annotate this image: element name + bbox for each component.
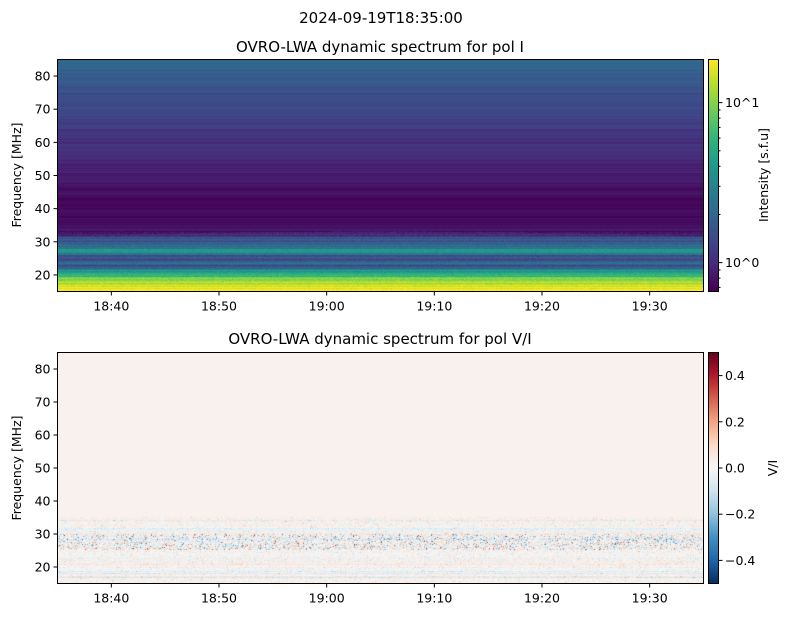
pol-i-ylabel: Frequency [MHz] bbox=[9, 122, 24, 227]
pol-vi-ytick-label: 20 bbox=[35, 560, 51, 575]
pol-i-ytick-label: 20 bbox=[35, 267, 51, 282]
pol-vi-xtick-label: 19:20 bbox=[524, 591, 560, 606]
pol-i-ytick-label: 80 bbox=[35, 69, 51, 84]
pol-i-ytick-label: 50 bbox=[35, 168, 51, 183]
pol-i-xtick-label: 19:00 bbox=[309, 299, 345, 314]
pol-i-ytick-label: 60 bbox=[35, 135, 51, 150]
pol-vi-ylabel: Frequency [MHz] bbox=[9, 415, 24, 520]
pol-i-spectrogram bbox=[57, 59, 703, 291]
pol-vi-colorbar-frame bbox=[708, 352, 719, 584]
pol-i-ytick-label: 30 bbox=[35, 234, 51, 249]
pol-i-xtick-label: 19:10 bbox=[416, 299, 452, 314]
pol-i-xtick-label: 18:50 bbox=[201, 299, 237, 314]
pol-vi-xtick-label: 18:40 bbox=[93, 591, 129, 606]
pol-vi-title: OVRO-LWA dynamic spectrum for pol V/I bbox=[228, 330, 531, 348]
pol-i-axes-frame bbox=[57, 59, 704, 292]
pol-vi-colorbar bbox=[708, 352, 718, 583]
pol-vi-axes-frame bbox=[57, 352, 704, 584]
pol-vi-ytick-label: 40 bbox=[35, 494, 51, 509]
pol-vi-ytick-label: 30 bbox=[35, 527, 51, 542]
pol-vi-ytick-label: 80 bbox=[35, 362, 51, 377]
pol-i-title: OVRO-LWA dynamic spectrum for pol I bbox=[236, 38, 524, 56]
figure-suptitle: 2024-09-19T18:35:00 bbox=[299, 9, 463, 27]
pol-vi-spectrogram bbox=[57, 352, 703, 583]
pol-vi-ytick-label: 50 bbox=[35, 461, 51, 476]
pol-vi-xtick-label: 18:50 bbox=[201, 591, 237, 606]
pol-vi-xtick-label: 19:10 bbox=[416, 591, 452, 606]
pol-vi-xtick-label: 19:30 bbox=[632, 591, 668, 606]
pol-vi-xtick-label: 19:00 bbox=[309, 591, 345, 606]
pol-i-colorbar-tick-label: 10^0 bbox=[725, 255, 759, 270]
pol-vi-colorbar-tick-label: −0.4 bbox=[725, 553, 755, 568]
pol-vi-ytick-label: 60 bbox=[35, 428, 51, 443]
pol-vi-colorbar-tick-label: 0.2 bbox=[725, 414, 745, 429]
pol-vi-colorbar-tick-label: −0.2 bbox=[725, 507, 755, 522]
pol-i-ytick-label: 70 bbox=[35, 102, 51, 117]
pol-i-colorbar bbox=[708, 59, 718, 291]
pol-vi-ytick-label: 70 bbox=[35, 395, 51, 410]
pol-i-xtick-label: 19:20 bbox=[524, 299, 560, 314]
pol-i-colorbar-frame bbox=[708, 59, 719, 292]
pol-i-colorbar-tick-label: 10^1 bbox=[725, 95, 759, 110]
pol-i-xtick-label: 19:30 bbox=[632, 299, 668, 314]
pol-i-colorbar-label: Intensity [s.f.u] bbox=[756, 128, 771, 222]
pol-i-ytick-label: 40 bbox=[35, 201, 51, 216]
pol-vi-colorbar-tick-label: 0.4 bbox=[725, 368, 745, 383]
pol-vi-colorbar-tick-label: 0.0 bbox=[725, 461, 745, 476]
pol-i-xtick-label: 18:40 bbox=[93, 299, 129, 314]
pol-vi-colorbar-label: V/I bbox=[765, 460, 780, 476]
